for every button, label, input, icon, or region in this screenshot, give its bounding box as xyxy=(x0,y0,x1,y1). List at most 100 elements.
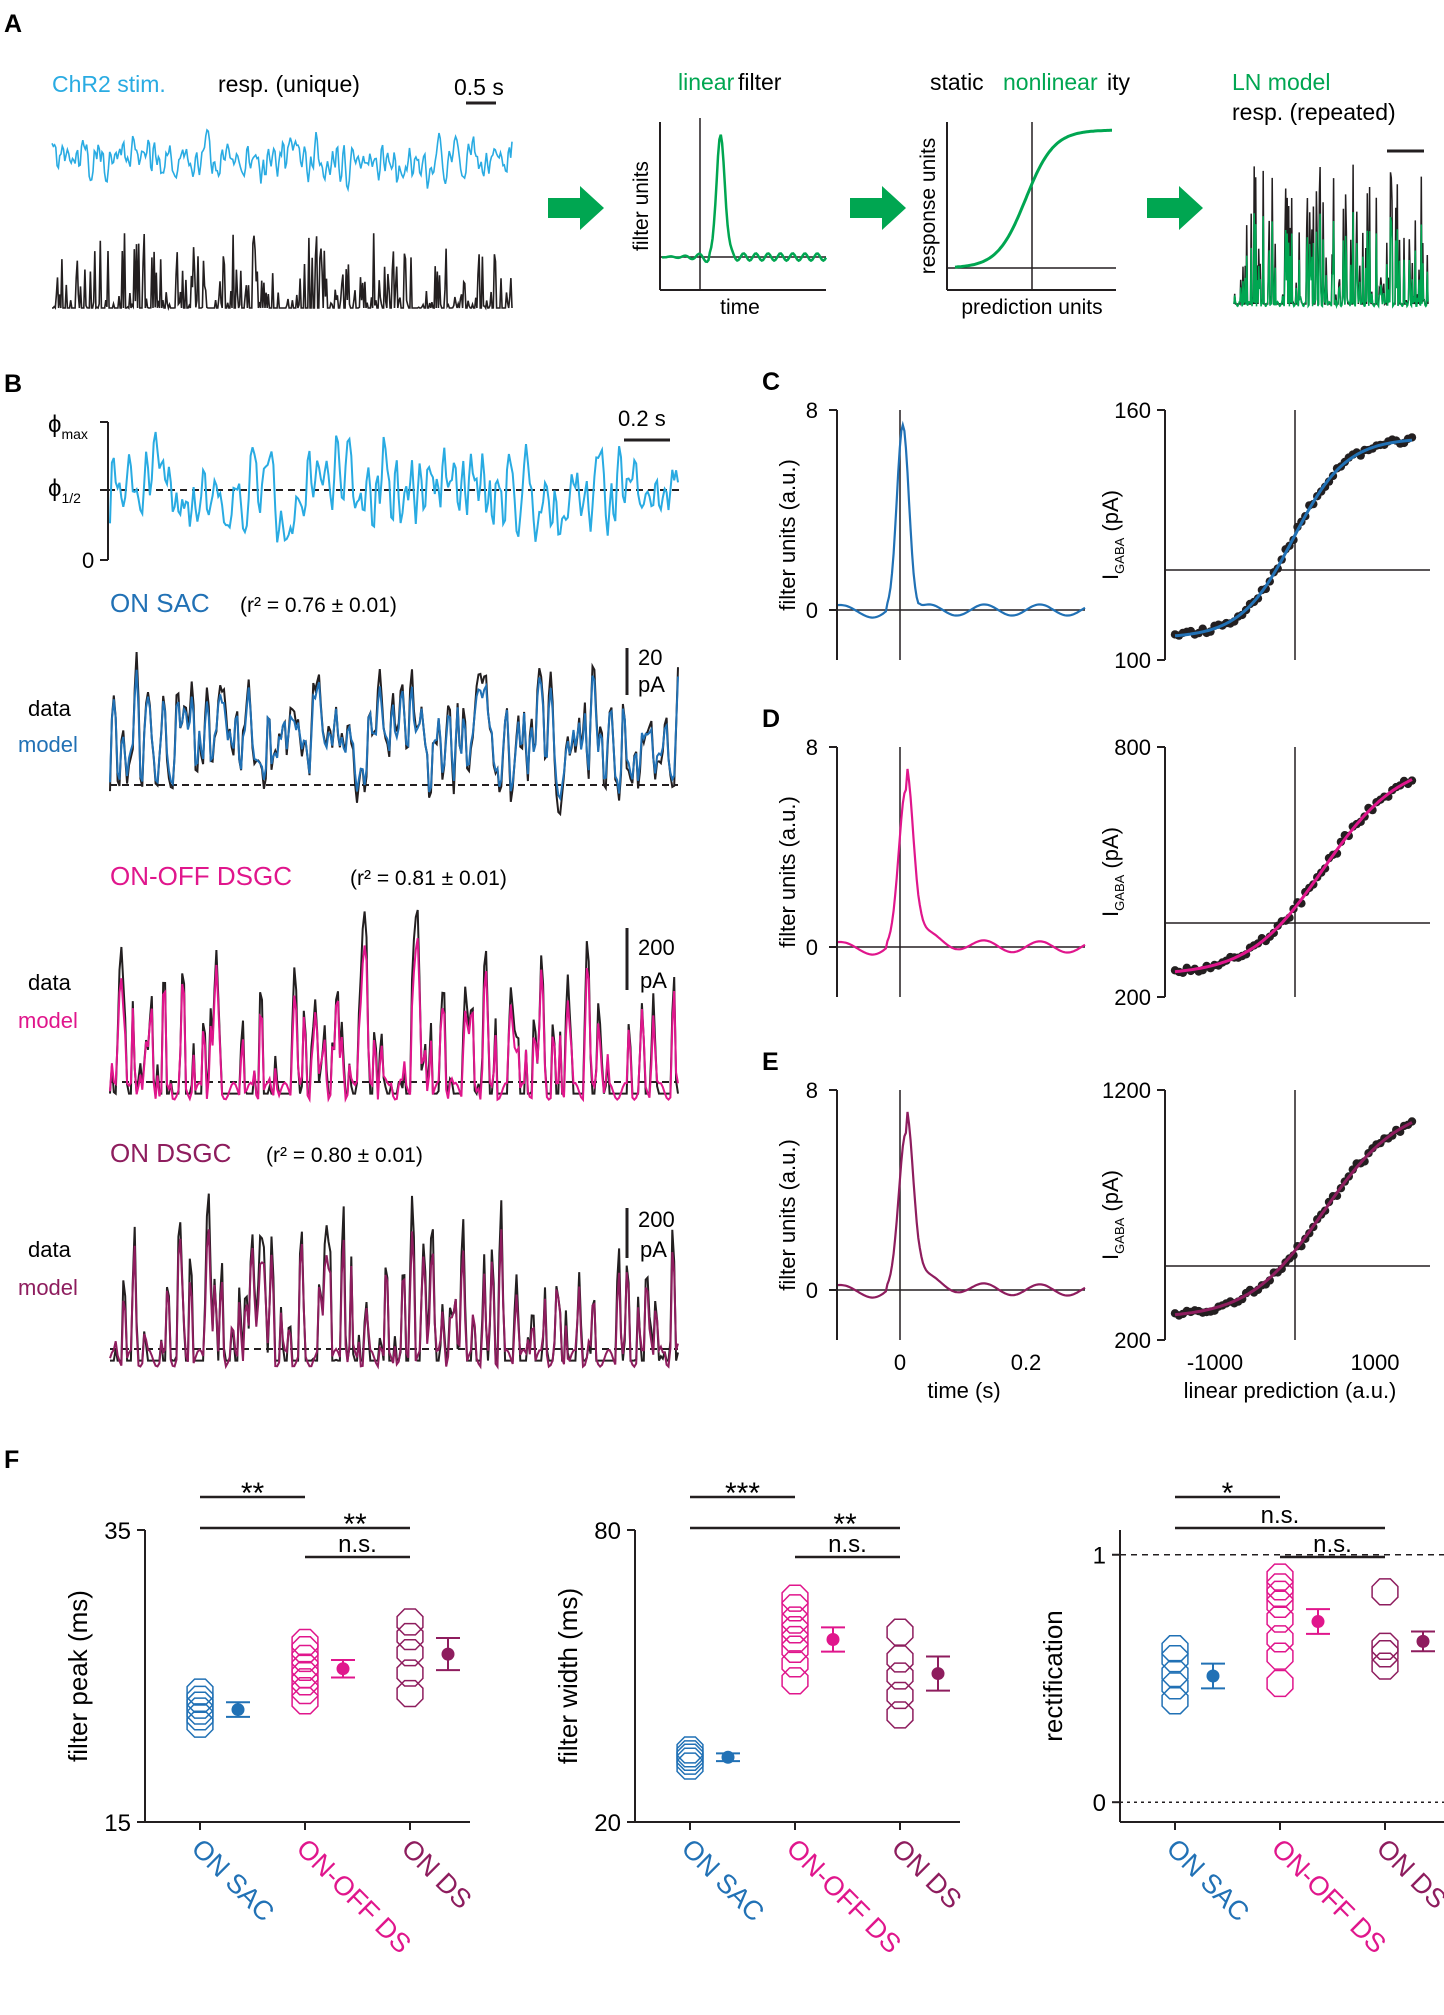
linear-word: linear xyxy=(678,69,735,95)
f-category-label: ON DS xyxy=(1371,1833,1444,1915)
f-individual-point xyxy=(1266,1563,1294,1591)
panel-label-a: A xyxy=(4,10,22,38)
panel-label-b: B xyxy=(4,370,22,398)
f-individual-point xyxy=(396,1608,424,1636)
stimulus-trace xyxy=(51,128,513,193)
f-mean-point xyxy=(1416,1634,1430,1648)
f-individual-point xyxy=(886,1701,914,1729)
filter-y0-label: 0 xyxy=(806,598,818,623)
resp-repeated-label: resp. (repeated) xyxy=(1232,99,1396,125)
filter-ymax-label: 8 xyxy=(806,1078,818,1103)
f-significance-label: n.s. xyxy=(1313,1531,1352,1558)
f-significance-label: n.s. xyxy=(338,1531,377,1558)
f-individual-point xyxy=(1371,1632,1399,1660)
f-significance-label: * xyxy=(1222,1477,1234,1510)
f-mean-point xyxy=(1311,1615,1325,1629)
f-mean-point xyxy=(826,1633,840,1646)
filter-units-label: filter units xyxy=(630,161,653,251)
on-sac-scale-value: 20 xyxy=(638,645,662,670)
f-significance-label: ** xyxy=(343,1508,367,1541)
f-category-label: ON DS xyxy=(886,1833,968,1915)
f-significance-label: n.s. xyxy=(828,1531,867,1558)
f-individual-point xyxy=(1161,1672,1189,1700)
f-individual-point xyxy=(1266,1605,1294,1633)
filter-curve xyxy=(837,420,1086,619)
on-ds-scale-value: 200 xyxy=(638,1207,675,1232)
filter-ylabel: filter units (a.u.) xyxy=(775,796,800,948)
ity-word: ity xyxy=(1107,69,1131,95)
f-individual-point xyxy=(1266,1669,1294,1698)
prediction-units-label: prediction units xyxy=(961,296,1102,319)
on-off-dsgc-r2: (r² = 0.81 ± 0.01) xyxy=(350,867,507,890)
f-individual-point xyxy=(1161,1687,1189,1715)
f-individual-point xyxy=(1161,1635,1189,1663)
f-significance-label: n.s. xyxy=(1261,1502,1300,1529)
on-off-model-label: model xyxy=(18,1008,78,1033)
scale-label-a: 0.5 s xyxy=(454,74,504,100)
nl-x-axis-label: linear prediction (a.u.) xyxy=(1184,1378,1397,1403)
on-off-scale-unit: pA xyxy=(640,968,667,993)
f-mean-point xyxy=(1206,1669,1220,1683)
f-individual-point xyxy=(1371,1578,1399,1606)
f-individual-point xyxy=(396,1679,424,1708)
filter-ymax-label: 8 xyxy=(806,735,818,760)
stimulus-phi-trace xyxy=(109,431,679,543)
on-ds-data-label: data xyxy=(28,1237,72,1262)
on-off-data-label: data xyxy=(28,970,72,995)
time-label-a: time xyxy=(720,296,760,319)
f-category-label: ON SAC xyxy=(676,1833,770,1927)
nonlinearity-curve xyxy=(954,128,1112,269)
on-ds-data-trace xyxy=(110,1193,679,1363)
filter-curve xyxy=(837,1111,1086,1299)
on-off-model-trace xyxy=(109,937,679,1103)
nl-x-tick-label: 1000 xyxy=(1351,1350,1400,1375)
filter-word: filter xyxy=(738,69,782,95)
f-individual-point xyxy=(396,1622,424,1651)
on-ds-model-trace xyxy=(109,1229,679,1370)
panel-label-e: E xyxy=(762,1048,779,1076)
f-mean-point xyxy=(721,1750,735,1764)
nl-ymin-label: 200 xyxy=(1114,985,1151,1010)
f-mean-point xyxy=(441,1647,455,1661)
nl-ymin-label: 100 xyxy=(1114,648,1151,673)
arrow-icon xyxy=(548,186,604,230)
on-sac-r2: (r² = 0.76 ± 0.01) xyxy=(240,594,397,617)
nl-ymax-label: 160 xyxy=(1114,398,1151,423)
scale-label-b: 0.2 s xyxy=(618,406,666,431)
f-category-label: ON SAC xyxy=(1161,1833,1255,1927)
nl-ylabel: IGABA (pA) xyxy=(1098,490,1127,580)
chr2-stim-label: ChR2 stim. xyxy=(52,71,166,97)
f-individual-point xyxy=(781,1584,809,1612)
f-individual-point xyxy=(886,1662,914,1690)
on-dsgc-r2: (r² = 0.80 ± 0.01) xyxy=(266,1144,423,1167)
time-tick-label: 0.2 xyxy=(1011,1350,1042,1375)
f-y-tick-label: 15 xyxy=(104,1810,131,1837)
filter-curve xyxy=(661,134,828,264)
panel-label-f: F xyxy=(4,1446,19,1474)
filter-curve xyxy=(837,768,1086,956)
f-individual-point xyxy=(291,1628,319,1657)
f-individual-point xyxy=(186,1685,214,1714)
on-off-dsgc-title: ON-OFF DSGC xyxy=(110,861,292,891)
arrow-icon xyxy=(850,186,906,230)
panel-label-c: C xyxy=(762,368,780,396)
on-sac-data-label: data xyxy=(28,696,72,721)
nl-x-tick-label: -1000 xyxy=(1187,1350,1243,1375)
filter-ylabel: filter units (a.u.) xyxy=(775,459,800,611)
filter-y0-label: 0 xyxy=(806,1278,818,1303)
f-y-tick-label: 20 xyxy=(594,1810,621,1837)
time-axis-label: time (s) xyxy=(927,1378,1000,1403)
f-individual-point xyxy=(886,1681,914,1710)
nl-fit-curve xyxy=(1174,438,1413,638)
ln-model-trace xyxy=(1233,212,1429,310)
f-individual-point xyxy=(396,1638,424,1667)
nl-ymax-label: 800 xyxy=(1114,735,1151,760)
nl-ylabel: IGABA (pA) xyxy=(1098,1170,1127,1260)
phi-half-label: ϕ1/2 xyxy=(48,475,81,506)
on-off-scale-value: 200 xyxy=(638,935,675,960)
f-significance-label: ** xyxy=(833,1508,857,1541)
nl-ymin-label: 200 xyxy=(1114,1328,1151,1353)
